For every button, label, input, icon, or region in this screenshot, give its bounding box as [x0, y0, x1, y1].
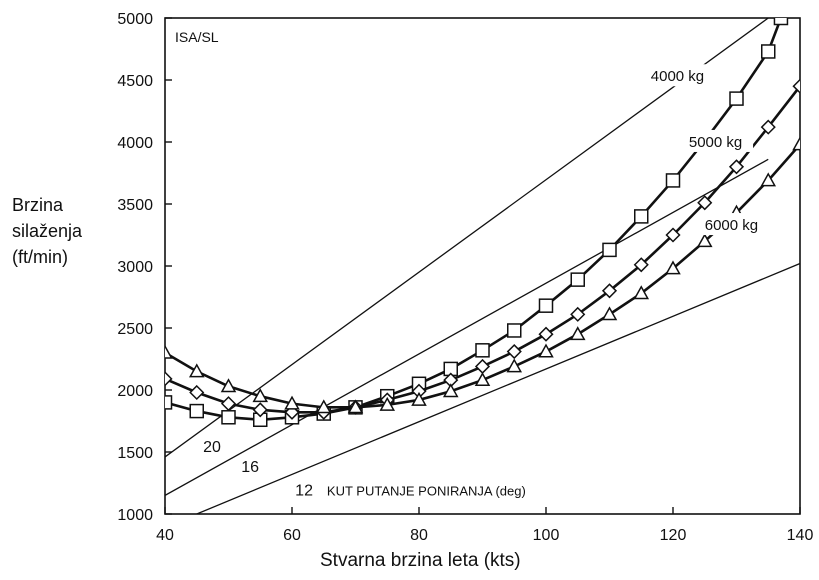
data-point-5000-kg-1 [189, 384, 205, 401]
data-point-6000-kg-19 [760, 172, 777, 187]
data-point-6000-kg-5 [315, 399, 332, 414]
plot-frame [164, 17, 801, 515]
data-point-6000-kg-6 [347, 399, 364, 414]
data-point-5000-kg-2 [220, 396, 237, 412]
data-point-4000-kg-16 [665, 173, 681, 188]
data-point-5000-kg-14 [601, 283, 618, 299]
series-label-5000-kg: 5000 kg [689, 134, 742, 151]
data-point-5000-kg-16 [665, 227, 681, 243]
y-tick-label-8: 5000 [117, 11, 153, 28]
data-point-6000-kg-2 [220, 378, 237, 393]
data-point-6000-kg-3 [252, 388, 269, 403]
x-tick-label-2: 80 [410, 527, 428, 544]
data-point-5000-kg-19 [760, 119, 776, 135]
series-label-bg-2 [700, 213, 769, 236]
data-point-4000-kg-2 [221, 410, 236, 425]
y-axis-label-line-1: Brzina [12, 195, 64, 215]
data-point-5000-kg-20 [792, 78, 800, 94]
x-tick-label-1: 60 [283, 527, 301, 544]
data-point-4000-kg-1 [189, 403, 204, 419]
data-point-4000-kg-0 [165, 395, 173, 410]
data-point-5000-kg-10 [474, 358, 491, 375]
data-point-5000-kg-18 [728, 159, 745, 175]
y-axis-label-line-2: silaženja [12, 221, 83, 241]
series-label-4000-kg: 4000 kg [651, 68, 704, 85]
data-point-4000-kg-12 [538, 298, 554, 313]
data-point-6000-kg-17 [696, 233, 713, 248]
y-axis-label-line-3: (ft/min) [12, 247, 68, 267]
glide-angle-line-16 [165, 158, 769, 496]
data-point-6000-kg-11 [506, 358, 523, 373]
data-point-5000-kg-11 [506, 343, 522, 360]
data-point-5000-kg-3 [252, 402, 268, 418]
glide-angle-label-16: 16 [241, 459, 259, 476]
data-point-4000-kg-15 [634, 209, 649, 224]
data-point-5000-kg-12 [538, 326, 554, 342]
data-point-6000-kg-8 [411, 391, 427, 406]
x-axis-label: Stvarna brzina leta (kts) [320, 550, 521, 571]
data-point-6000-kg-20 [792, 136, 800, 151]
data-point-6000-kg-4 [284, 395, 300, 410]
data-point-6000-kg-15 [633, 285, 650, 300]
data-point-5000-kg-0 [165, 371, 173, 387]
y-tick-label-5: 3500 [117, 197, 153, 214]
y-tick-label-7: 4500 [117, 73, 153, 90]
y-tick-label-4: 3000 [117, 259, 153, 276]
data-point-4000-kg-18 [729, 91, 744, 106]
glide-angle-label-20: 20 [203, 439, 221, 456]
data-point-4000-kg-19 [761, 44, 776, 59]
data-point-6000-kg-14 [601, 306, 618, 321]
data-point-4000-kg-13 [570, 272, 585, 287]
data-point-5000-kg-15 [633, 257, 649, 273]
data-point-6000-kg-10 [474, 372, 491, 387]
data-point-6000-kg-13 [569, 326, 586, 341]
series-label-bg-1 [684, 129, 754, 152]
x-tick-label-0: 40 [156, 527, 174, 544]
x-tick-label-3: 100 [533, 527, 560, 544]
data-point-6000-kg-12 [538, 343, 554, 358]
data-point-6000-kg-7 [379, 396, 396, 411]
data-point-5000-kg-17 [697, 195, 713, 211]
data-point-5000-kg-13 [570, 306, 586, 322]
data-point-6000-kg-0 [165, 344, 173, 359]
y-tick-label-6: 4000 [117, 135, 153, 152]
y-axis-label: Brzina silaženja (ft/min) [12, 192, 82, 270]
x-tick-label-4: 120 [660, 527, 687, 544]
data-point-4000-kg-11 [507, 323, 522, 338]
data-point-4000-kg-14 [602, 242, 617, 258]
glide-angle-title: KUT PUTANJE PONIRANJA (deg) [327, 483, 526, 498]
series-label-6000-kg: 6000 kg [705, 217, 758, 234]
data-point-6000-kg-16 [665, 260, 681, 275]
y-tick-label-0: 1000 [117, 507, 153, 524]
data-point-6000-kg-9 [442, 383, 459, 398]
glide-angle-label-12: 12 [295, 482, 313, 499]
data-point-4000-kg-10 [475, 343, 490, 358]
y-tick-label-1: 1500 [117, 445, 153, 462]
data-point-6000-kg-1 [188, 363, 205, 378]
y-tick-label-3: 2500 [117, 321, 153, 338]
y-tick-label-2: 2000 [117, 383, 153, 400]
glide-angle-line-12 [196, 262, 800, 514]
glide-angle-line-20 [165, 18, 769, 458]
corner-label: ISA/SL [175, 29, 219, 45]
x-tick-label-5: 140 [787, 527, 814, 544]
series-label-bg-0 [646, 64, 715, 87]
data-point-4000-kg-20 [773, 18, 789, 26]
